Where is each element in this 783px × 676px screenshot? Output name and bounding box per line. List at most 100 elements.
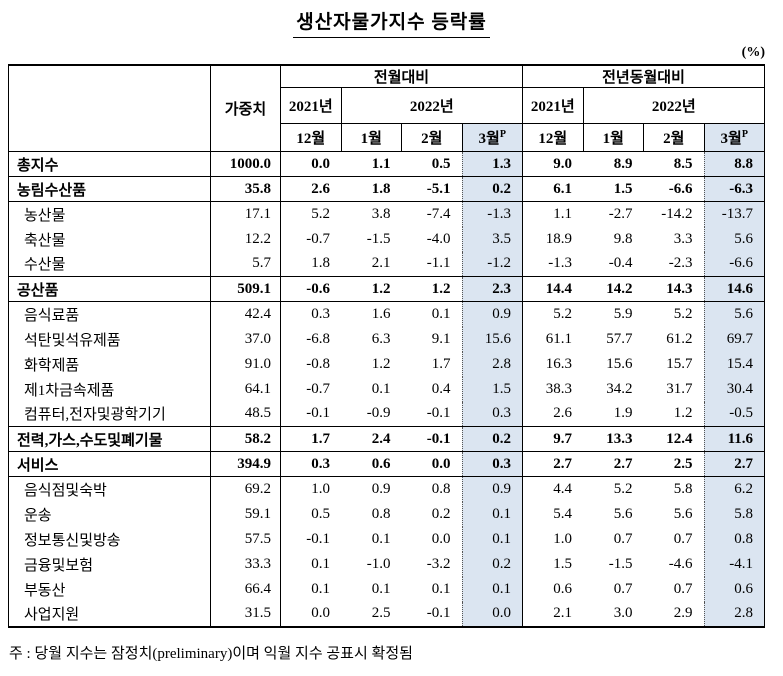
mom-value: 0.9 (461, 476, 523, 502)
yoy-value: 9.7 (522, 426, 583, 452)
mom-value: 9.1 (431, 330, 451, 347)
month-header-jan: 1월 (340, 123, 402, 152)
month-header-mar-preliminary: 3월P (461, 123, 523, 152)
mom-value: -4.0 (426, 230, 451, 247)
year-header-2021: 2021년 (280, 87, 342, 124)
table-row: 농림수산품 35.8 2.6 1.8 -5.1 0.2 6.1 1.5 -6.6 -6.3 (8, 176, 765, 202)
yoy-value: 34.2 (606, 380, 633, 397)
table-row: 제1차금속제품 64.1 -0.7 0.1 0.4 1.5 38.3 34.2 31.7 30.4 (8, 376, 765, 402)
table-row: 전력,가스,수도및폐기물 58.2 1.7 2.4 -0.1 0.2 9.7 13.3 12.4… (8, 426, 765, 452)
mom-value: 3.5 (461, 226, 523, 252)
table-row: 음식점및숙박 69.2 1.0 0.9 0.8 0.9 4.4 5.2 5.8 6.2 (8, 476, 765, 502)
yoy-value: 57.7 (606, 330, 633, 347)
yoy-value: -2.3 (643, 251, 704, 277)
year-header-2022: 2022년 (340, 87, 523, 124)
row-label: 서비스 (8, 451, 211, 477)
table-row: 운송 59.1 0.5 0.8 0.2 0.1 5.4 5.6 5.6 5.8 (8, 501, 765, 527)
yoy-value: 2.7 (703, 451, 765, 477)
yoy-value: 8.5 (643, 151, 704, 177)
mom-value: -7.4 (426, 205, 451, 222)
mom-value: 2.6 (280, 176, 341, 202)
mom-value: 1.3 (461, 151, 523, 177)
mom-value: -3.2 (426, 555, 451, 572)
table-row: 서비스 394.9 0.3 0.6 0.0 0.3 2.7 2.7 2.5 2.7 (8, 451, 765, 477)
weight-value: 509.1 (210, 276, 281, 302)
weight-value: 12.2 (210, 226, 281, 252)
mom-value: 1.7 (280, 426, 341, 452)
preliminary-superscript: P (741, 129, 748, 140)
row-label: 축산물 (8, 226, 211, 252)
yoy-value: -14.2 (661, 205, 693, 222)
mom-value: 0.0 (401, 451, 462, 477)
row-label: 컴퓨터,전자및광학기기 (8, 401, 211, 427)
yoy-value: 4.4 (553, 480, 572, 497)
year-header-2022: 2022년 (582, 87, 765, 124)
weight-value: 59.1 (210, 501, 281, 527)
row-label: 정보통신및방송 (8, 526, 211, 552)
mom-value: -0.1 (306, 530, 330, 547)
yoy-value: 30.4 (703, 376, 765, 402)
yoy-value: -4.1 (703, 551, 765, 577)
table-row: 석탄및석유제품 37.0 -6.8 6.3 9.1 15.6 61.1 57.7 61.2 69.… (8, 326, 765, 352)
yoy-group-header: 전년동월대비 (522, 64, 765, 88)
mom-value: 2.4 (341, 426, 402, 452)
yoy-value: 14.4 (522, 276, 583, 302)
yoy-value: 2.1 (553, 605, 572, 621)
weight-value: 5.7 (210, 251, 281, 277)
mom-value: -6.8 (306, 330, 330, 347)
mom-value: -0.9 (341, 401, 402, 427)
mom-value: 0.5 (311, 505, 330, 522)
yoy-value: 0.7 (673, 580, 693, 597)
ppi-table: 가중치 전월대비 전년동월대비 2021년 2022년 2021년 2022년 … (8, 64, 765, 628)
mom-value: 5.2 (311, 205, 330, 222)
yoy-value: 1.1 (553, 205, 572, 222)
mom-value: 0.8 (431, 480, 451, 497)
yoy-value: -6.6 (703, 251, 765, 277)
yoy-value: 9.0 (522, 151, 583, 177)
mom-value: 2.1 (341, 251, 402, 277)
mom-value: -0.1 (426, 605, 451, 621)
yoy-value: 0.6 (553, 580, 572, 597)
yoy-value: 5.6 (703, 301, 765, 327)
yoy-value: 6.1 (522, 176, 583, 202)
weight-value: 58.2 (210, 426, 281, 452)
page-title: 생산자물가지수 등락률 (293, 7, 490, 38)
table-row: 부동산 66.4 0.1 0.1 0.1 0.1 0.6 0.7 0.7 0.6 (8, 576, 765, 602)
month-header-mar-preliminary: 3월P (703, 123, 765, 152)
table-row: 축산물 12.2 -0.7 -1.5 -4.0 3.5 18.9 9.8 3.3 5.6 (8, 226, 765, 252)
yoy-value: 2.6 (522, 401, 583, 427)
mom-value: -1.5 (366, 230, 391, 247)
page-title-wrap: 생산자물가지수 등락률 (0, 7, 783, 38)
mom-value: -1.0 (366, 555, 391, 572)
yoy-value: 1.5 (583, 176, 644, 202)
yoy-value: -6.3 (703, 176, 765, 202)
yoy-value: 15.4 (703, 351, 765, 377)
yoy-value: 15.7 (666, 355, 693, 372)
weight-value: 33.3 (210, 551, 281, 577)
mom-value: 0.1 (371, 530, 391, 547)
month-header-dec: 12월 (522, 123, 584, 152)
row-label: 음식료품 (8, 301, 211, 327)
yoy-value: 2.7 (522, 451, 583, 477)
weight-value: 1000.0 (210, 151, 281, 177)
mom-value: 15.6 (461, 326, 523, 352)
weight-value: 37.0 (210, 326, 281, 352)
yoy-value: 5.6 (673, 505, 693, 522)
mom-value: 1.2 (371, 355, 391, 372)
corner-cell (8, 64, 211, 152)
yoy-value: 3.3 (673, 230, 693, 247)
month-header-feb: 2월 (401, 123, 463, 152)
row-label: 금융및보험 (8, 551, 211, 577)
mom-value: -1.2 (461, 251, 523, 277)
yoy-value: 0.6 (703, 576, 765, 602)
mom-value: 1.5 (461, 376, 523, 402)
mom-value: 0.0 (431, 530, 451, 547)
yoy-value: 61.1 (545, 330, 572, 347)
mom-value: 0.2 (461, 551, 523, 577)
mom-value: -0.8 (306, 355, 330, 372)
mom-value: 2.3 (461, 276, 523, 302)
mom-value: 0.2 (431, 505, 451, 522)
yoy-value: 11.6 (703, 426, 765, 452)
mom-value: 1.1 (341, 151, 402, 177)
mom-value: 0.1 (371, 380, 391, 397)
